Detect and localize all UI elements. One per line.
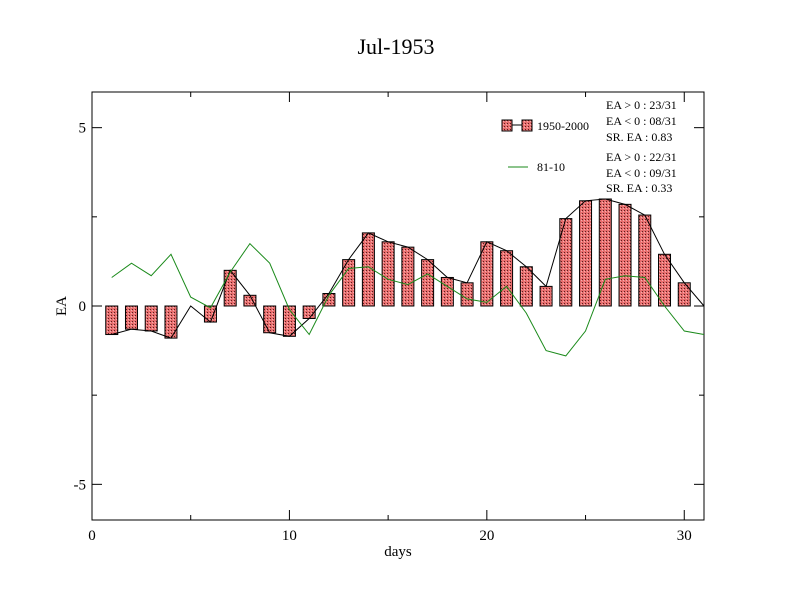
y-axis-label: EA bbox=[54, 296, 70, 316]
x-axis-label: days bbox=[384, 544, 412, 560]
bar bbox=[105, 305, 119, 336]
bar-envelope-line bbox=[111, 198, 705, 339]
bar bbox=[460, 282, 474, 307]
stat-ea-negative-2: EA < 0 : 09/31 bbox=[606, 166, 677, 180]
bar bbox=[638, 214, 652, 307]
bar bbox=[203, 305, 217, 323]
bar bbox=[677, 282, 691, 307]
bar bbox=[282, 305, 296, 337]
y-tick-label: 5 bbox=[79, 121, 87, 137]
legend-swatch-bar-1 bbox=[501, 119, 513, 132]
axis-ticks: 0 10 20 30 -5 0 5 bbox=[74, 92, 704, 544]
bar bbox=[401, 246, 415, 307]
stat-ea-negative-1: EA < 0 : 08/31 bbox=[606, 114, 677, 128]
y-tick-label: -5 bbox=[74, 477, 87, 493]
bar bbox=[519, 266, 533, 307]
stat-sr-ea-1: SR. EA : 0.83 bbox=[606, 130, 672, 144]
bar bbox=[500, 250, 514, 307]
bar bbox=[144, 305, 158, 332]
legend-label-81-10: 81-10 bbox=[537, 160, 565, 174]
bar bbox=[263, 305, 277, 334]
x-tick-label: 30 bbox=[677, 528, 692, 544]
legend-label-1950-2000: 1950-2000 bbox=[537, 119, 589, 133]
x-tick-label: 20 bbox=[479, 528, 494, 544]
x-tick-label: 0 bbox=[88, 528, 96, 544]
stat-ea-positive-1: EA > 0 : 23/31 bbox=[606, 98, 677, 112]
bar bbox=[124, 305, 138, 330]
bar bbox=[579, 200, 593, 307]
bar bbox=[164, 305, 178, 339]
bar bbox=[381, 241, 395, 307]
legend: 1950-2000 81-10 bbox=[501, 119, 589, 174]
x-tick-label: 10 bbox=[282, 528, 297, 544]
chart-title: Jul-1953 bbox=[358, 34, 435, 59]
y-tick-label: 0 bbox=[79, 299, 87, 315]
bar bbox=[440, 276, 454, 307]
series-line-81-10 bbox=[111, 242, 705, 357]
bar bbox=[658, 253, 672, 307]
legend-swatch-bar-2 bbox=[521, 119, 533, 132]
stats-block-81-10: EA > 0 : 22/31 EA < 0 : 09/31 SR. EA : 0… bbox=[606, 150, 677, 195]
bar bbox=[243, 294, 257, 307]
stats-block-1950-2000: EA > 0 : 23/31 EA < 0 : 08/31 SR. EA : 0… bbox=[606, 98, 677, 144]
line-series bbox=[111, 198, 705, 357]
bar bbox=[618, 203, 632, 307]
bar-series bbox=[105, 198, 691, 339]
stat-sr-ea-2: SR. EA : 0.33 bbox=[606, 181, 672, 195]
bar bbox=[539, 285, 553, 307]
bar bbox=[421, 259, 435, 307]
stat-ea-positive-2: EA > 0 : 22/31 bbox=[606, 150, 677, 164]
bar bbox=[302, 305, 316, 319]
